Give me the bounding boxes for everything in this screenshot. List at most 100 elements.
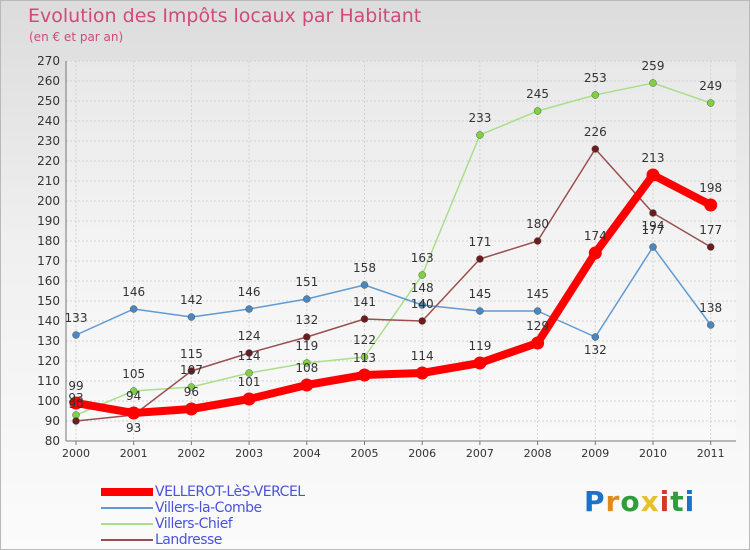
data-point-3: [418, 317, 426, 325]
data-label-0: 94: [126, 389, 141, 403]
x-tick-label: 2006: [408, 447, 436, 460]
data-label-3: 124: [238, 329, 261, 343]
data-label-0: 99: [68, 379, 83, 393]
data-point-2: [129, 387, 138, 395]
y-tick-label: 260: [37, 74, 60, 88]
data-label-2: 245: [526, 87, 549, 101]
data-label-1: 133: [65, 311, 88, 325]
legend-label-vellerot: VELLEROT-LèS-VERCEL: [155, 484, 305, 500]
data-label-2: 107: [180, 363, 203, 377]
x-tick-label: 2001: [120, 447, 148, 460]
data-label-3: 226: [584, 125, 607, 139]
y-tick-label: 110: [37, 374, 60, 388]
data-label-1: 151: [295, 275, 318, 289]
data-label-2: 249: [699, 79, 722, 93]
data-label-1: 132: [584, 343, 607, 357]
data-label-1: 146: [122, 285, 145, 299]
data-label-1: 158: [353, 261, 376, 275]
chart-subtitle: (en € et par an): [29, 30, 124, 44]
data-point-3: [245, 349, 253, 357]
data-label-2: 93: [68, 391, 83, 405]
logo-letter: i: [659, 485, 671, 518]
data-point-2: [418, 271, 426, 279]
data-label-3: 177: [699, 223, 722, 237]
data-point-2: [476, 131, 484, 139]
x-tick-label: 2004: [293, 447, 321, 460]
data-point-0: [646, 168, 660, 182]
data-label-2: 253: [584, 71, 607, 85]
x-tick-label: 2008: [524, 447, 552, 460]
legend-item-landresse: Landresse: [101, 532, 305, 548]
data-point-0: [127, 406, 141, 420]
legend-item-vellerot: VELLEROT-LèS-VERCEL: [101, 484, 305, 500]
series-line-3: [75, 148, 712, 422]
data-label-0: 129: [526, 319, 549, 333]
data-label-0: 174: [584, 229, 607, 243]
data-label-1: 146: [238, 285, 261, 299]
data-label-3: 140: [411, 297, 434, 311]
y-tick-label: 90: [45, 414, 60, 428]
data-label-1: 177: [642, 223, 665, 237]
data-label-1: 145: [526, 287, 549, 301]
logo-letter: i: [684, 485, 696, 518]
data-point-2: [706, 99, 715, 107]
data-label-0: 198: [699, 181, 722, 195]
data-point-0: [415, 366, 429, 380]
data-point-0: [358, 368, 371, 382]
data-point-0: [69, 396, 83, 410]
data-label-2: 114: [238, 349, 261, 363]
data-point-2: [649, 79, 657, 87]
data-point-3: [591, 145, 600, 153]
data-point-0: [531, 336, 545, 350]
x-tick-label: 2000: [62, 447, 90, 460]
y-tick-label: 200: [37, 194, 60, 208]
data-label-2: 122: [353, 333, 376, 347]
y-tick-label: 250: [37, 94, 60, 108]
y-tick-label: 80: [45, 434, 60, 448]
data-label-1: 138: [699, 301, 722, 315]
logo-letter: r: [605, 485, 621, 518]
y-tick-label: 170: [37, 254, 60, 268]
x-tick-label: 2009: [581, 447, 609, 460]
data-point-2: [303, 359, 311, 367]
data-point-1: [72, 331, 80, 339]
y-tick-label: 120: [37, 354, 60, 368]
data-label-3: 180: [526, 217, 549, 231]
logo-letter: o: [620, 485, 641, 518]
data-point-0: [704, 198, 718, 212]
legend-item-villers-la-combe: Villers-la-Combe: [101, 500, 305, 516]
plot-area: [66, 61, 736, 441]
data-label-2: 259: [642, 59, 665, 73]
legend-item-villers-chief: Villers-Chief: [101, 516, 305, 532]
chart-title: Evolution des Impôts locaux par Habitant: [28, 5, 422, 27]
data-label-3: 90: [68, 397, 83, 411]
legend-swatch-villers-la-combe: [101, 507, 153, 509]
y-tick-label: 100: [37, 394, 60, 408]
data-point-2: [533, 107, 542, 115]
legend-label-villers-chief: Villers-Chief: [155, 516, 233, 532]
data-label-2: 105: [122, 367, 145, 381]
y-tick-label: 130: [37, 334, 60, 348]
data-point-3: [187, 367, 196, 375]
y-tick-label: 180: [37, 234, 60, 248]
data-point-2: [591, 91, 600, 99]
data-point-1: [649, 243, 657, 251]
data-point-1: [245, 305, 253, 313]
data-label-0: 114: [411, 349, 434, 363]
legend-label-villers-la-combe: Villers-la-Combe: [155, 500, 262, 516]
data-point-0: [242, 392, 256, 406]
data-label-3: 141: [353, 295, 376, 309]
data-label-0: 108: [295, 361, 318, 375]
data-point-0: [473, 356, 487, 370]
y-tick-label: 230: [37, 134, 60, 148]
series-line-2: [75, 82, 711, 416]
data-label-3: 132: [295, 313, 318, 327]
y-tick-label: 190: [37, 214, 60, 228]
data-point-1: [129, 305, 138, 313]
logo-letter: t: [670, 485, 685, 518]
data-label-1: 145: [468, 287, 491, 301]
chart-legend: VELLEROT-LèS-VERCEL Villers-la-Combe Vil…: [101, 484, 305, 548]
legend-swatch-landresse: [101, 539, 153, 541]
